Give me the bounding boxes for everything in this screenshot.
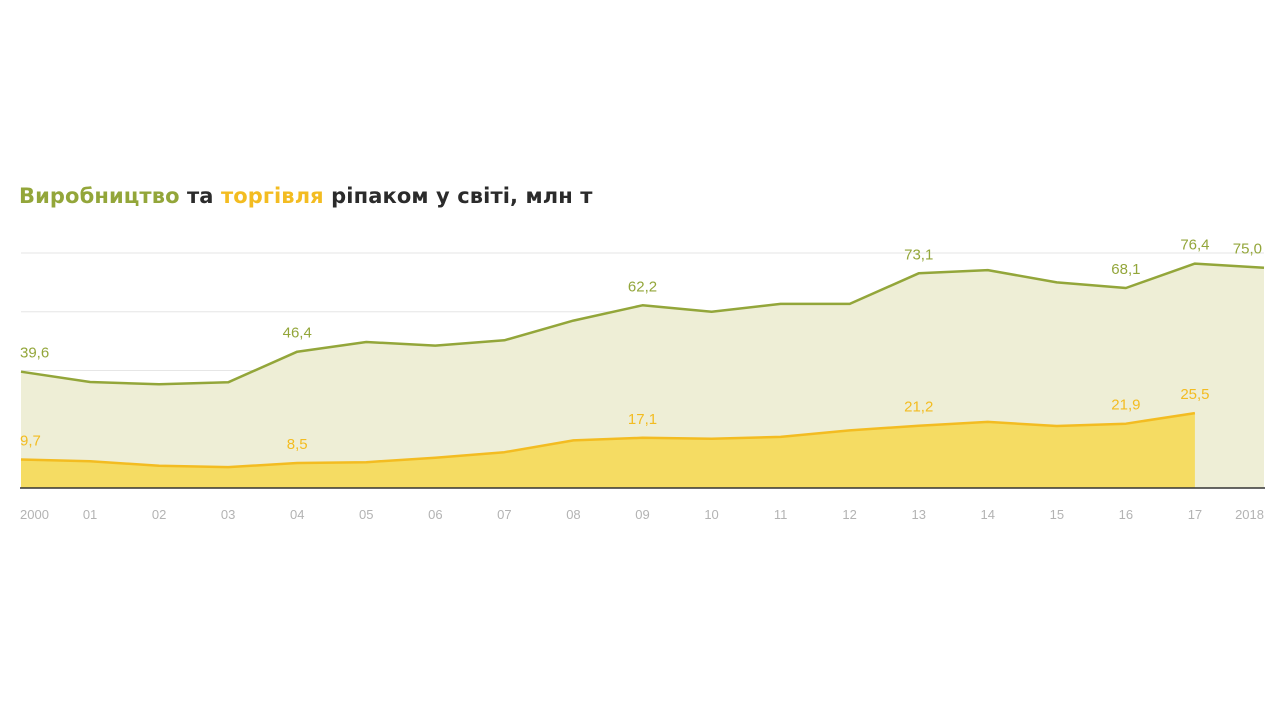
x-tick-label: 06	[428, 507, 442, 522]
data-label: 25,5	[1180, 386, 1209, 403]
x-tick-label: 10	[704, 507, 718, 522]
x-tick-label: 09	[635, 507, 649, 522]
title-connector: та	[179, 184, 221, 208]
x-tick-label: 02	[152, 507, 166, 522]
x-tick-label: 03	[221, 507, 235, 522]
x-tick-label: 07	[497, 507, 511, 522]
data-label: 73,1	[904, 246, 933, 263]
x-tick-label: 11	[774, 507, 788, 522]
data-label: 68,1	[1111, 261, 1140, 278]
x-tick-label: 15	[1050, 507, 1064, 522]
data-label: 75,0	[1233, 241, 1262, 258]
title-trade-word: торгівля	[221, 184, 324, 208]
x-tick-label: 2018	[1235, 507, 1264, 522]
data-label: 21,2	[904, 399, 933, 416]
title-rest: ріпаком у світі, млн т	[323, 184, 593, 208]
line-layer	[20, 262, 1265, 469]
x-tick-label: 16	[1119, 507, 1133, 522]
x-tick-label: 2000	[20, 507, 49, 522]
title-production-word: Виробництво	[19, 184, 180, 208]
data-label: 39,6	[20, 345, 49, 362]
data-label: 21,9	[1111, 397, 1140, 414]
data-label: 17,1	[628, 411, 657, 428]
data-label: 46,4	[283, 325, 312, 342]
data-label: 76,4	[1180, 237, 1209, 254]
series-area-trade	[21, 413, 1195, 488]
x-tick-label: 04	[290, 507, 304, 522]
x-tick-label: 12	[842, 507, 856, 522]
data-label: 9,7	[20, 433, 41, 450]
x-tick-label: 13	[911, 507, 925, 522]
chart-title: Виробництво та торгівля ріпаком у світі,…	[19, 184, 593, 208]
x-tick-label: 08	[566, 507, 580, 522]
x-tick-label: 05	[359, 507, 373, 522]
series-line-trade	[20, 411, 1196, 469]
data-labels: 39,6 46,4 62,2 73,1 68,1 76,4 75,0 9,7 8,5 17,1 21…	[20, 237, 1262, 453]
x-tick-label: 01	[83, 507, 97, 522]
area-layer	[21, 263, 1264, 488]
x-axis: 2000 01 02 03 04 05 06 07 08 09 10 11 12 13 14 15 16 17 20…	[20, 487, 1265, 522]
data-label: 62,2	[628, 278, 657, 295]
x-tick-label: 14	[981, 507, 995, 522]
data-label: 8,5	[287, 436, 308, 453]
x-tick-label: 17	[1188, 507, 1202, 522]
